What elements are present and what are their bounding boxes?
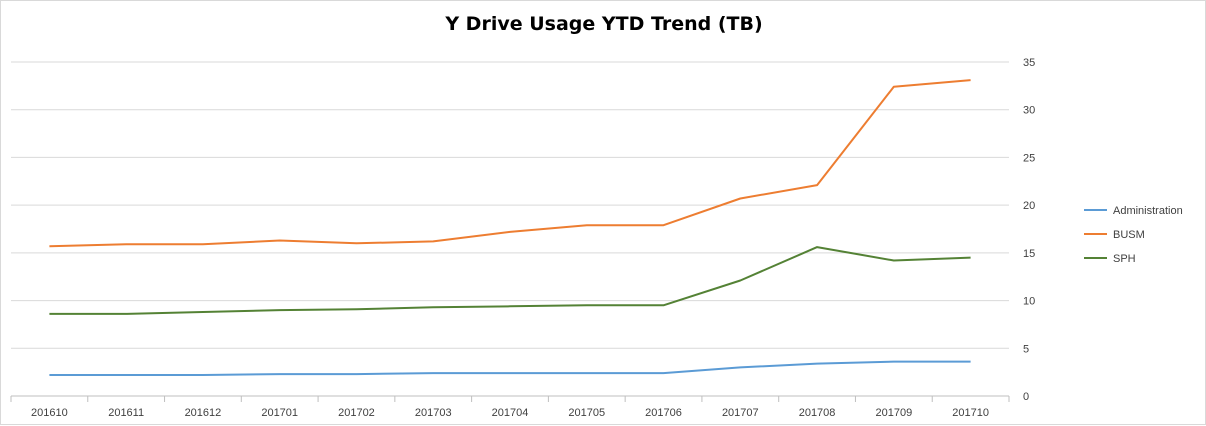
series-line-busm	[49, 79, 971, 248]
series-lines	[49, 79, 971, 376]
x-tick-label: 201611	[108, 407, 144, 419]
chart-title: Y Drive Usage YTD Trend (TB)	[445, 13, 763, 35]
series-line-sph	[49, 246, 971, 315]
legend-label: SPH	[1113, 253, 1136, 265]
legend: Administration BUSM SPH	[1084, 205, 1183, 265]
y-tick-label: 35	[1023, 57, 1035, 69]
gridlines	[11, 61, 1009, 349]
x-tick-label: 201701	[261, 407, 298, 419]
x-tick-label: 201708	[799, 407, 836, 419]
y-tick-label: 25	[1023, 152, 1035, 164]
y-tick-label: 15	[1023, 248, 1035, 260]
x-tick-label: 201704	[492, 407, 529, 419]
x-tick-label: 201707	[722, 407, 759, 419]
y-tick-label: 5	[1023, 343, 1029, 355]
x-tick-label: 201705	[568, 407, 605, 419]
x-tick-label: 201709	[875, 407, 912, 419]
series-line-administration	[49, 360, 971, 376]
legend-label: BUSM	[1113, 229, 1145, 241]
y-tick-label: 0	[1023, 391, 1029, 403]
x-tick-label: 201612	[185, 407, 222, 419]
y-tick-label: 30	[1023, 105, 1035, 117]
x-tick-label: 201610	[31, 407, 68, 419]
y-tick-label: 10	[1023, 296, 1035, 308]
x-axis: 201610 201611 201612 201701 201702 201703 2017…	[10, 395, 1010, 419]
x-tick-label: 201703	[415, 407, 452, 419]
legend-label: Administration	[1113, 205, 1183, 217]
x-tick-label: 201710	[952, 407, 989, 419]
y-tick-label: 20	[1023, 200, 1035, 212]
x-tick-label: 201706	[645, 407, 682, 419]
x-tick-label: 201702	[338, 407, 375, 419]
y-axis: 0 5 10 15 20 25 30 35	[1023, 57, 1035, 403]
